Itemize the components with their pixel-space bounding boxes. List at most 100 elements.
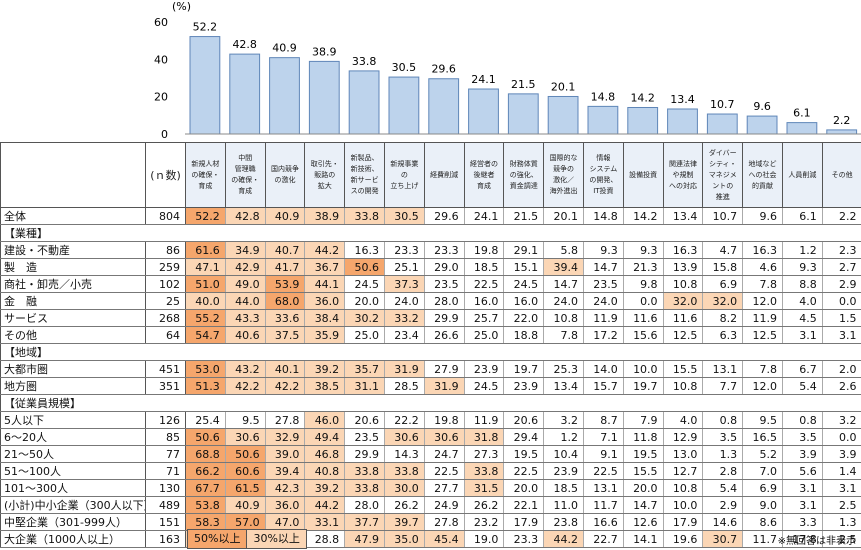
- value-cell: 39.4: [543, 258, 584, 276]
- value-cell: 19.0: [464, 530, 505, 548]
- row-label: 大都市圏: [0, 360, 146, 378]
- unit-label: (%): [172, 0, 191, 13]
- table-row: 101～300人 130 67.7 61.5 42.3 39.2 33.8 30.0 27.7 3…: [0, 479, 861, 497]
- value-cell: 12.9: [663, 428, 704, 446]
- column-header: 設備投資: [623, 142, 664, 208]
- value-cell: 50.6: [185, 428, 226, 446]
- value-cell: 38.5: [304, 377, 346, 395]
- value-cell: 32.0: [663, 292, 704, 310]
- column-header-line: や規制: [672, 170, 694, 179]
- value-cell: 0.0: [623, 292, 664, 310]
- table-row: 地方圏 351 51.3 42.2 42.2 38.5 31.1 28.5 31.9 24.5 23…: [0, 377, 861, 395]
- bar: [348, 70, 380, 135]
- value-cell: 30.2: [344, 309, 385, 327]
- value-cell: 25.1: [384, 258, 425, 276]
- value-cell: 15.5: [663, 360, 704, 378]
- column-header-line: システム: [589, 165, 618, 173]
- value-cell: 27.7: [424, 479, 465, 497]
- value-cell: 23.5: [344, 428, 385, 446]
- bar: [308, 60, 340, 135]
- value-cell: 53.0: [185, 360, 226, 378]
- table-row: 金 融 25 40.0 44.0 68.0 36.0 20.0 24.0 28.0 16.0 16.…: [0, 292, 861, 310]
- value-cell: 6.3: [702, 326, 744, 344]
- table-row: 大都市圏 451 53.0 43.2 40.1 39.2 35.7 31.9 27.9 23.9 1…: [0, 360, 861, 378]
- value-cell: 44.0: [225, 292, 266, 310]
- column-header-line: ントの: [712, 181, 734, 190]
- data-label: 29.6: [431, 63, 456, 76]
- value-cell: 33.8: [344, 207, 385, 225]
- value-cell: 33.8: [344, 462, 385, 480]
- column-header-line: 推進: [715, 192, 730, 201]
- value-cell: 29.9: [424, 309, 465, 327]
- column-header-line: 国際的な: [549, 154, 578, 162]
- value-cell: 50.6: [344, 258, 385, 276]
- value-cell: 6.9: [742, 479, 783, 497]
- column-header-line: 競争の: [553, 165, 575, 173]
- n-cell: 130: [145, 479, 186, 497]
- table-row: 大企業（1000人以上）16342.335.650.328.847.935.04…: [0, 530, 861, 548]
- column-header-line: 海外進出: [549, 187, 578, 195]
- value-cell: 29.1: [503, 241, 545, 259]
- value-cell: 19.5: [503, 445, 545, 463]
- section-label: 【地域】: [0, 343, 861, 361]
- data-label: 24.1: [471, 73, 496, 86]
- value-cell: 24.0: [543, 292, 584, 310]
- value-cell: 13.1: [583, 479, 624, 497]
- value-cell: 3.1: [822, 326, 861, 344]
- value-cell: 25.7: [464, 309, 505, 327]
- n-cell: 451: [145, 360, 186, 378]
- value-cell: 29.6: [424, 207, 465, 225]
- value-cell: 44.2: [543, 530, 584, 548]
- table-row: 6～20人 85 50.6 30.6 32.9 49.4 23.5 30.6 30.6 31.8 2…: [0, 428, 861, 446]
- value-cell: 24.9: [424, 496, 465, 514]
- value-cell: 61.6: [185, 241, 226, 259]
- column-header-line: 取引先・: [310, 159, 339, 168]
- bars: [189, 36, 858, 135]
- value-cell: 22.0: [503, 309, 545, 327]
- value-cell: 40.9: [265, 207, 306, 225]
- value-cell: 4.7: [702, 241, 744, 259]
- value-cell: 42.2: [225, 377, 266, 395]
- value-cell: 18.8: [503, 326, 545, 344]
- data-label: 21.5: [511, 78, 536, 91]
- value-cell: 7.8: [742, 360, 783, 378]
- n-cell: 126: [145, 411, 186, 429]
- value-cell: 29.9: [344, 445, 385, 463]
- value-cell: 7.8: [543, 326, 584, 344]
- n-cell: 151: [145, 513, 186, 531]
- row-label: 地方圏: [0, 377, 146, 395]
- value-cell: 9.3: [782, 258, 823, 276]
- value-cell: 22.5: [424, 462, 465, 480]
- value-cell: 20.6: [344, 411, 385, 429]
- column-header: 新規事業の立ち上げ: [384, 142, 425, 208]
- column-header-line: 育成: [198, 181, 213, 190]
- value-cell: 11.9: [464, 411, 505, 429]
- column-header-line: 新規事業: [390, 159, 419, 168]
- column-header-line: 後継者: [473, 170, 495, 179]
- value-cell: 35.9: [304, 326, 346, 344]
- value-cell: 39.7: [384, 513, 425, 531]
- value-cell: 15.8: [702, 258, 744, 276]
- value-cell: 66.2: [185, 462, 226, 480]
- value-cell: 4.0: [663, 411, 704, 429]
- bar: [507, 93, 539, 135]
- value-cell: 2.0: [822, 360, 861, 378]
- value-cell: 22.5: [464, 275, 505, 293]
- section-row: 【地域】: [0, 343, 861, 361]
- value-cell: 30.0: [384, 479, 425, 497]
- value-cell: 11.8: [623, 428, 664, 446]
- value-cell: 47.9: [344, 530, 385, 548]
- y-tick-label: 40: [154, 53, 168, 66]
- value-cell: 12.0: [742, 292, 783, 310]
- value-cell: 9.6: [742, 207, 783, 225]
- bar: [746, 115, 778, 135]
- bar: [388, 76, 420, 135]
- value-cell: 24.5: [503, 275, 545, 293]
- row-label: 5人以下: [0, 411, 146, 429]
- column-header-line: ダイバー: [708, 148, 737, 157]
- column-header-line: 新技術、: [350, 165, 379, 173]
- value-cell: 23.9: [464, 360, 505, 378]
- value-cell: 16.0: [464, 292, 505, 310]
- column-header-line: の激化: [274, 176, 296, 184]
- value-cell: 51.0: [185, 275, 226, 293]
